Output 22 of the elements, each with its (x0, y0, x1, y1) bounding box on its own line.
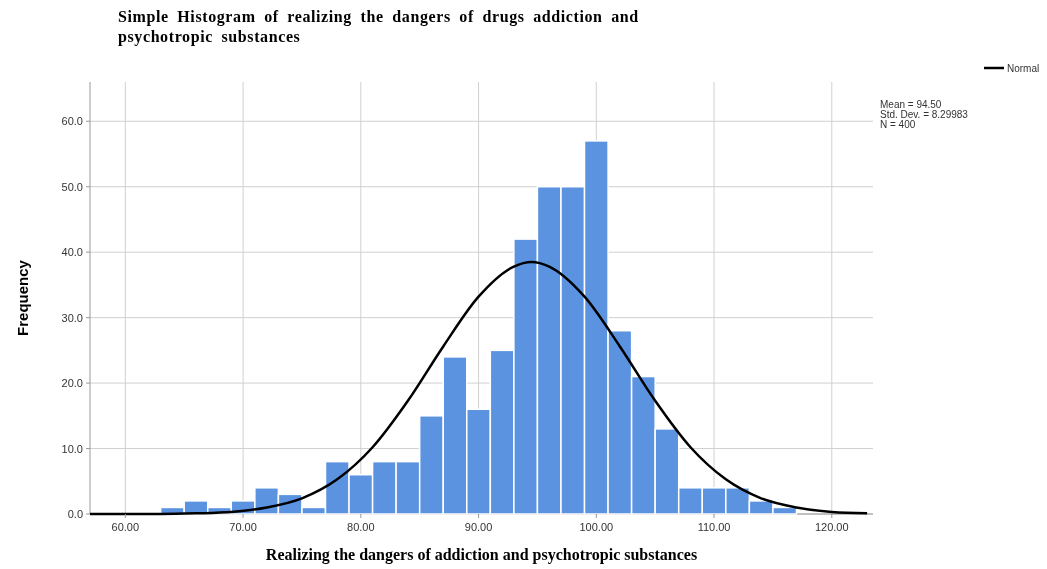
x-tick-label: 80.00 (347, 521, 375, 533)
y-tick-label: 20.0 (61, 377, 83, 390)
text: N = 400 (880, 119, 916, 130)
y-tick-label: 50.0 (61, 180, 83, 193)
text: Std. Dev. = 8.29983 (880, 109, 969, 120)
y-axis-title: Frequency (14, 259, 31, 336)
y-tick-label: 0.0 (67, 508, 83, 520)
x-tick-label: 90.00 (464, 521, 493, 533)
x-tick-label: 60.00 (111, 521, 140, 533)
y-tick-label: 30.0 (61, 311, 83, 324)
x-tick-label: 120.00 (814, 521, 849, 533)
chart-title: Simple Histogram of realizing the dangers of drugs addiction and psychotropic substances (118, 8, 639, 46)
text: Mean = 94.50 (880, 99, 942, 110)
y-tick-label: 10.0 (61, 442, 83, 455)
x-tick-label: 70.00 (229, 521, 257, 533)
legend-label: Normal (1007, 62, 1040, 74)
x-tick-label: 110.00 (697, 521, 731, 533)
y-tick-label: 40.0 (61, 246, 83, 259)
line-series (88, 260, 869, 516)
x-tick-label: 100.00 (579, 521, 614, 533)
x-axis-title: Realizing the dangers of addiction and psychotropic substances (265, 546, 698, 564)
y-tick-label: 60.0 (61, 115, 83, 128)
